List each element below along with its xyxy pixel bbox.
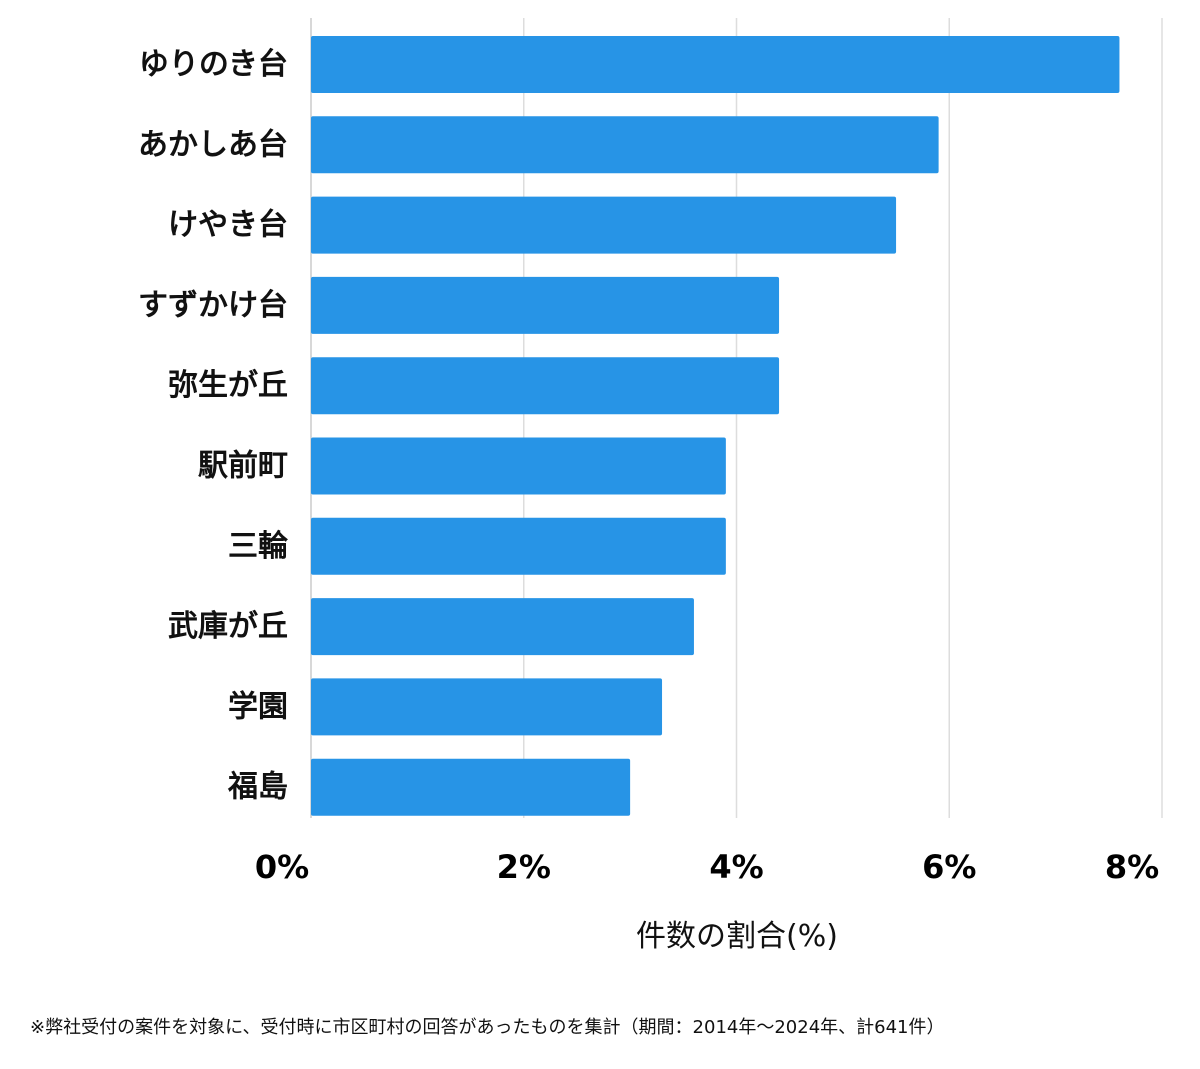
bars <box>311 36 1120 816</box>
x-tick-label: 8% <box>1105 848 1159 886</box>
x-tick-label: 6% <box>922 848 976 886</box>
bar <box>311 598 694 656</box>
category-label: 福島 <box>227 770 288 805</box>
category-label: 学園 <box>228 689 288 724</box>
category-label: 弥生が丘 <box>168 368 288 403</box>
bar <box>311 437 726 495</box>
bar <box>311 36 1120 93</box>
x-axis-title: 件数の割合(%) <box>636 919 838 954</box>
footnote: ※弊社受付の案件を対象に、受付時に市区町村の回答があったものを集計（期間：201… <box>30 1017 945 1038</box>
bar <box>311 196 897 254</box>
category-label: すずかけ台 <box>138 288 288 323</box>
category-label: あかしあ台 <box>138 127 288 162</box>
category-label: 駅前町 <box>198 449 288 484</box>
x-tick-label: 0% <box>255 848 309 886</box>
category-label: けやき台 <box>168 208 288 243</box>
bar <box>311 517 726 575</box>
category-label: 三輪 <box>228 529 289 564</box>
x-tick-labels: 0% 2% 4% 6% 8% <box>255 848 1159 886</box>
bar <box>311 758 631 816</box>
bar <box>311 678 663 736</box>
category-label: ゆりのき台 <box>139 47 288 82</box>
bar <box>311 276 780 334</box>
x-tick-label: 2% <box>497 848 551 886</box>
x-tick-label: 4% <box>709 848 763 886</box>
category-label: 武庫が丘 <box>168 609 288 644</box>
bar <box>311 357 780 415</box>
bar <box>311 116 939 174</box>
